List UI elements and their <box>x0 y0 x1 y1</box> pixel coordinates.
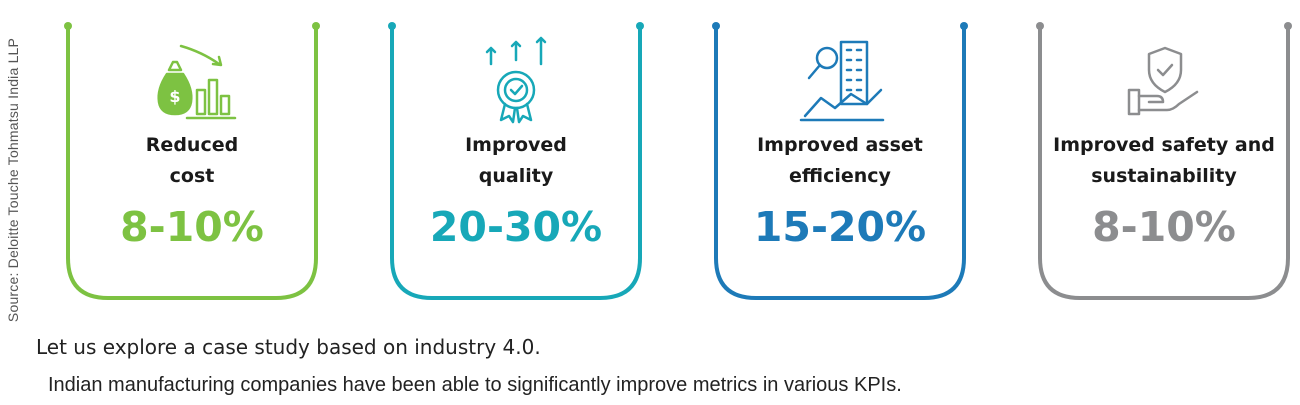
kpi-card-reduced-cost: $ Reduced cost 8-10% <box>64 20 320 305</box>
card-value: 8-10% <box>1092 203 1236 251</box>
card-frame <box>1036 22 1292 300</box>
quality-badge-icon <box>485 36 547 124</box>
kpi-card-improved-quality: Improved quality 20-30% <box>388 20 644 305</box>
svg-text:$: $ <box>169 87 180 106</box>
summary-line: Indian manufacturing companies have been… <box>48 374 902 396</box>
card-value: 8-10% <box>120 203 264 251</box>
card-frame <box>388 22 644 300</box>
card-frame <box>712 22 968 300</box>
intro-line: Let us explore a case study based on ind… <box>36 335 541 359</box>
card-frame <box>64 22 320 300</box>
card-value: 20-30% <box>429 203 603 251</box>
card-label: Improved safety and sustainability <box>1053 134 1275 187</box>
source-note: Source: Deloitte Touche Tohmatsu India L… <box>0 0 26 360</box>
building-search-icon <box>799 40 885 122</box>
card-label: Reduced cost <box>145 134 239 187</box>
kpi-card-asset-efficiency: Improved asset efficiency 15-20% <box>712 20 968 305</box>
source-note-text: Source: Deloitte Touche Tohmatsu India L… <box>5 37 22 323</box>
card-label: Improved asset efficiency <box>757 134 923 187</box>
card-label: Improved quality <box>465 134 567 187</box>
card-value: 15-20% <box>753 203 927 251</box>
kpi-card-safety-sustainability: Improved safety and sustainability 8-10% <box>1036 20 1292 305</box>
money-bag-chart-icon: $ <box>157 44 237 120</box>
shield-hand-icon <box>1127 46 1199 116</box>
